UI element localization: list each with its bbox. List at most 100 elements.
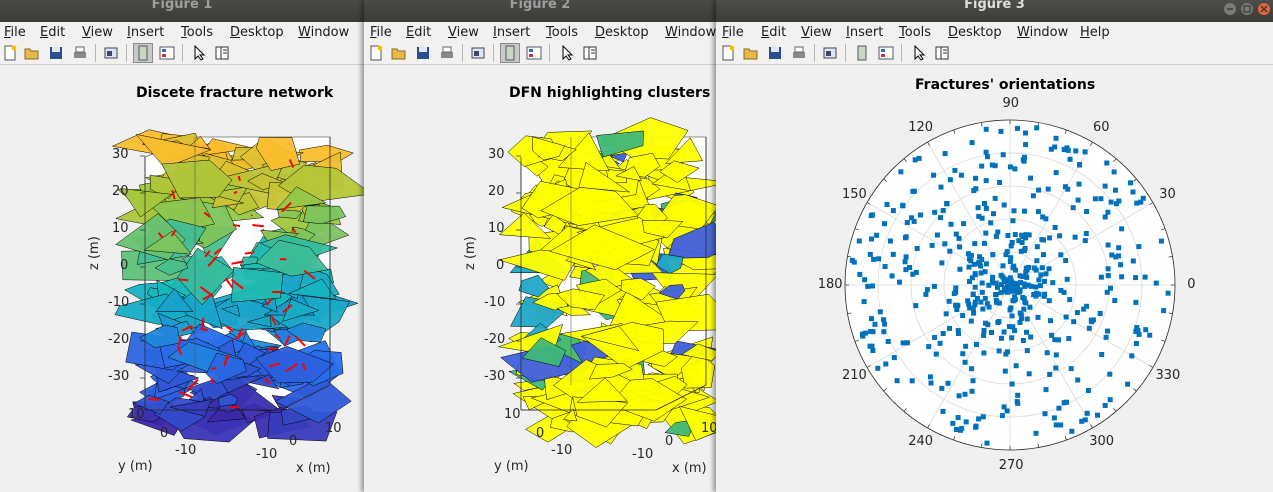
show-plot-tools-icon[interactable] [878, 45, 894, 61]
z-tick: 0 [120, 258, 129, 273]
menu-edit[interactable]: Edit [406, 25, 432, 40]
open-folder-icon[interactable] [391, 45, 407, 61]
figure-1-window[interactable]: Figure 1 File Edit View Insert Tools Des… [0, 0, 364, 492]
menu-window[interactable]: Window [298, 25, 350, 40]
y-axis-label: y (m) [494, 459, 529, 474]
menu-edit[interactable]: Edit [40, 25, 66, 40]
z-tick: -30 [108, 369, 130, 384]
open-folder-icon[interactable] [24, 45, 40, 61]
show-plot-tools-icon[interactable] [526, 45, 542, 61]
menu-insert[interactable]: Insert [493, 25, 531, 40]
print-icon[interactable] [72, 45, 88, 61]
link-plot-icon[interactable] [822, 45, 838, 61]
print-icon[interactable] [791, 45, 807, 61]
z-tick: 10 [488, 221, 505, 236]
polar-angle-label: 270 [998, 458, 1024, 473]
window-titlebar[interactable]: Figure 3 [716, 0, 1273, 22]
menu-view[interactable]: View [448, 25, 479, 40]
menu-view[interactable]: View [801, 25, 832, 40]
show-plot-tools-icon[interactable] [159, 45, 175, 61]
menu-window[interactable]: Window [1017, 25, 1069, 40]
menu-insert[interactable]: Insert [127, 25, 165, 40]
toolbar [0, 42, 364, 65]
x-tick: 0 [289, 434, 298, 449]
hide-plot-tools-button[interactable] [500, 43, 520, 63]
new-file-icon[interactable] [2, 45, 18, 61]
z-tick: 30 [112, 147, 129, 162]
menu-desktop[interactable]: Desktop [595, 25, 649, 40]
z-tick: 10 [112, 221, 129, 236]
z-tick: -10 [108, 295, 130, 310]
new-file-icon[interactable] [720, 45, 736, 61]
property-editor-icon[interactable] [582, 45, 598, 61]
polar-angle-label: 240 [908, 433, 934, 449]
toolbar [364, 42, 716, 65]
print-icon[interactable] [439, 45, 455, 61]
menu-tools[interactable]: Tools [181, 25, 214, 40]
plot-title: Discete fracture network [136, 85, 334, 101]
hide-plot-tools-button[interactable] [133, 43, 153, 63]
dfn-clusters-3d-axes[interactable] [364, 65, 716, 492]
menu-view[interactable]: View [82, 25, 113, 40]
menu-file[interactable]: File [722, 25, 744, 40]
y-tick: 10 [128, 407, 145, 422]
menu-tools[interactable]: Tools [899, 25, 932, 40]
polar-orientation-axes[interactable] [716, 65, 1273, 492]
open-folder-icon[interactable] [743, 45, 759, 61]
z-tick: 20 [112, 184, 129, 199]
polar-angle-label: 60 [1093, 120, 1110, 136]
menu-bar: File Edit View Insert Tools Desktop Wind… [0, 22, 364, 42]
save-icon[interactable] [767, 45, 783, 61]
x-tick: 10 [701, 421, 716, 436]
pointer-icon[interactable] [191, 45, 207, 61]
window-title: Figure 3 [964, 0, 1025, 12]
dfn-3d-axes[interactable] [0, 65, 364, 492]
property-editor-icon[interactable] [934, 45, 950, 61]
polar-angle-label: 150 [841, 186, 867, 202]
menu-tools[interactable]: Tools [546, 25, 579, 40]
property-editor-icon[interactable] [214, 45, 230, 61]
x-tick: -10 [256, 447, 278, 462]
z-tick: -10 [484, 295, 506, 310]
x-axis-label: x (m) [296, 461, 331, 476]
polar-angle-label: 30 [1159, 186, 1176, 202]
z-tick: 20 [488, 184, 505, 199]
menu-help[interactable]: Help [1080, 25, 1110, 40]
hide-plot-tools-icon[interactable] [854, 45, 870, 61]
menu-file[interactable]: File [4, 25, 26, 40]
polar-angle-label: 120 [908, 120, 934, 136]
menu-desktop[interactable]: Desktop [230, 25, 284, 40]
x-tick: 10 [325, 421, 342, 436]
polar-angle-label: 180 [817, 277, 843, 292]
pointer-icon[interactable] [911, 45, 927, 61]
menu-bar: File Edit View Insert Tools Desktop Wind… [716, 22, 1273, 42]
y-tick: 0 [160, 426, 169, 441]
menu-file[interactable]: File [370, 25, 392, 40]
menu-window[interactable]: Window [665, 25, 716, 40]
menu-insert[interactable]: Insert [846, 25, 884, 40]
y-tick: -10 [551, 443, 573, 458]
polar-angle-label: 300 [1089, 433, 1115, 449]
link-plot-icon[interactable] [470, 45, 486, 61]
plot-area: Discete fracture network 30 20 10 0 -10 … [0, 65, 364, 492]
y-tick: 10 [504, 407, 521, 422]
maximize-icon[interactable] [1241, 3, 1253, 15]
x-tick: -10 [632, 447, 654, 462]
new-file-icon[interactable] [368, 45, 384, 61]
figure-2-window[interactable]: Figure 2 File Edit View Insert Tools Des… [364, 0, 716, 492]
menu-bar: File Edit View Insert Tools Desktop Wind… [364, 22, 716, 42]
link-plot-icon[interactable] [103, 45, 119, 61]
figure-3-window[interactable]: Figure 3 File Edit View Insert Tools Des… [716, 0, 1273, 492]
z-axis-label: z (m) [463, 236, 478, 270]
window-controls [1224, 3, 1270, 15]
pointer-icon[interactable] [559, 45, 575, 61]
window-title: Figure 2 [509, 0, 571, 12]
save-icon[interactable] [415, 45, 431, 61]
window-titlebar[interactable]: Figure 1 [0, 0, 364, 22]
menu-desktop[interactable]: Desktop [948, 25, 1002, 40]
polar-angle-label: 330 [1155, 367, 1181, 383]
menu-edit[interactable]: Edit [761, 25, 787, 40]
window-titlebar[interactable]: Figure 2 [364, 0, 716, 22]
toolbar [716, 42, 1273, 65]
save-icon[interactable] [48, 45, 64, 61]
